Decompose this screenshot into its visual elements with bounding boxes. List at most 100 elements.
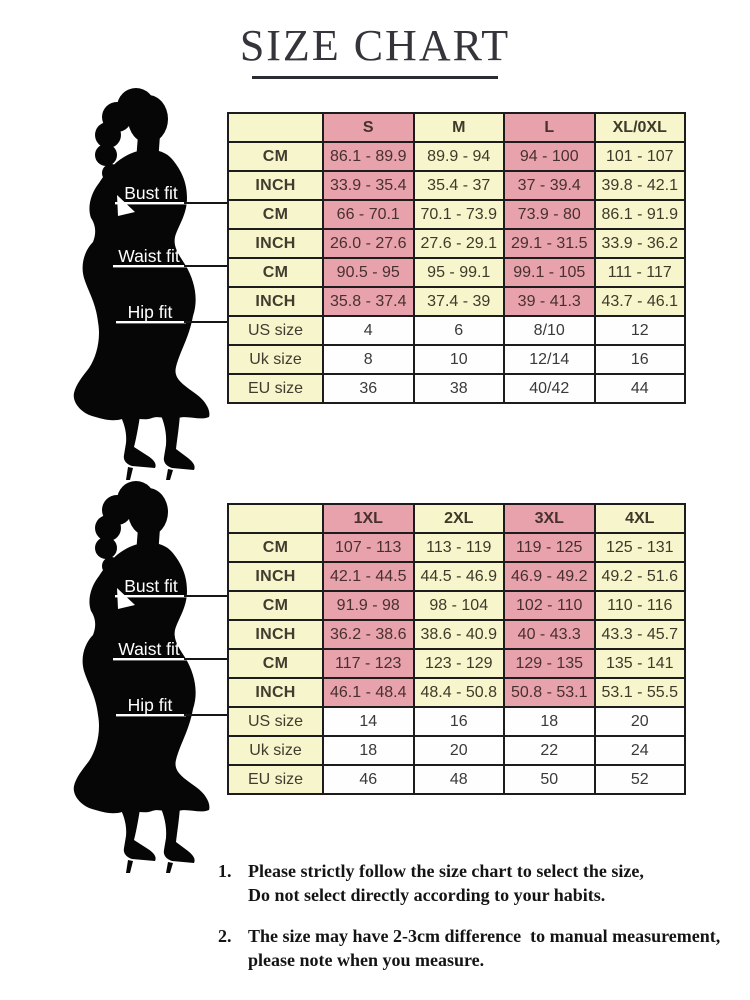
table-row: INCH 26.0 - 27.6 27.6 - 29.1 29.1 - 31.5 33.… <box>227 228 686 259</box>
size-value-cell: 44 <box>593 373 686 404</box>
size-value-cell: 37 - 39.4 <box>503 170 596 201</box>
size-value-cell: 39 - 41.3 <box>503 286 596 317</box>
size-value-cell: 113 - 119 <box>412 532 505 563</box>
size-value-cell: 46.1 - 48.4 <box>322 677 415 708</box>
waist-fit-pointer-line <box>184 658 230 660</box>
size-value-cell: 119 - 125 <box>503 532 596 563</box>
size-value-cell: 20 <box>593 706 686 737</box>
hip-fit-label: Hip fit <box>128 302 173 322</box>
size-value-cell: 27.6 - 29.1 <box>412 228 505 259</box>
row-label: Uk size <box>227 735 324 766</box>
table-row: US size 4 6 8/10 12 <box>227 315 686 346</box>
table-row: INCH 36.2 - 38.6 38.6 - 40.9 40 - 43.3 43.3 … <box>227 619 686 650</box>
size-value-cell: 52 <box>593 764 686 795</box>
size-value-cell: 102 - 110 <box>503 590 596 621</box>
table-row: INCH 42.1 - 44.5 44.5 - 46.9 46.9 - 49.2 49.… <box>227 561 686 592</box>
size-value-cell: 99.1 - 105 <box>503 257 596 288</box>
size-value-cell: 6 <box>412 315 505 346</box>
size-value-cell: 107 - 113 <box>322 532 415 563</box>
table-row: CM 90.5 - 95 95 - 99.1 99.1 - 105 111 - 117 <box>227 257 686 288</box>
row-label: CM <box>227 648 324 679</box>
title-block: SIZE CHART <box>0 20 750 79</box>
size-value-cell: 35.8 - 37.4 <box>322 286 415 317</box>
size-value-cell: 16 <box>593 344 686 375</box>
size-value-cell: 33.9 - 35.4 <box>322 170 415 201</box>
size-value-cell: 89.9 - 94 <box>412 141 505 172</box>
elbow-gap <box>117 195 135 216</box>
size-value-cell: 94 - 100 <box>503 141 596 172</box>
size-value-cell: 125 - 131 <box>593 532 686 563</box>
size-value-cell: 110 - 116 <box>593 590 686 621</box>
row-label: US size <box>227 706 324 737</box>
table-row: CM 86.1 - 89.9 89.9 - 94 94 - 100 101 - 107 <box>227 141 686 172</box>
size-value-cell: 123 - 129 <box>412 648 505 679</box>
bust-fit-pointer-line <box>184 202 230 204</box>
size-column-header: 4XL <box>593 503 686 534</box>
page-title: SIZE CHART <box>239 21 511 70</box>
size-value-cell: 50.8 - 53.1 <box>503 677 596 708</box>
size-value-cell: 86.1 - 91.9 <box>593 199 686 230</box>
size-value-cell: 40/42 <box>503 373 596 404</box>
waist-fit-underline <box>113 265 189 268</box>
table-row: INCH 33.9 - 35.4 35.4 - 37 37 - 39.4 39.8 - … <box>227 170 686 201</box>
row-label: US size <box>227 315 324 346</box>
row-label: CM <box>227 141 324 172</box>
table-row: CM 107 - 113 113 - 119 119 - 125 125 - 131 <box>227 532 686 563</box>
size-value-cell: 95 - 99.1 <box>412 257 505 288</box>
size-table-regular: S M L XL/0XL CM 86.1 - 89.9 89.9 - 94 94 - 100 1… <box>227 112 686 404</box>
size-value-cell: 29.1 - 31.5 <box>503 228 596 259</box>
size-value-cell: 24 <box>593 735 686 766</box>
size-value-cell: 12 <box>593 315 686 346</box>
size-value-cell: 43.7 - 46.1 <box>593 286 686 317</box>
size-value-cell: 18 <box>322 735 415 766</box>
size-value-cell: 38.6 - 40.9 <box>412 619 505 650</box>
size-column-header: 1XL <box>322 503 415 534</box>
size-value-cell: 111 - 117 <box>593 257 686 288</box>
size-value-cell: 43.3 - 45.7 <box>593 619 686 650</box>
bust-fit-pointer-line <box>184 595 230 597</box>
row-label: INCH <box>227 170 324 201</box>
size-value-cell: 46 <box>322 764 415 795</box>
table-row: EU size 36 38 40/42 44 <box>227 373 686 404</box>
size-value-cell: 129 - 135 <box>503 648 596 679</box>
size-column-header: M <box>412 112 505 143</box>
size-value-cell: 40 - 43.3 <box>503 619 596 650</box>
row-label: EU size <box>227 764 324 795</box>
waist-fit-label: Waist fit <box>118 246 180 266</box>
row-label: INCH <box>227 561 324 592</box>
row-label: CM <box>227 199 324 230</box>
size-value-cell: 36.2 - 38.6 <box>322 619 415 650</box>
table-row: US size 14 16 18 20 <box>227 706 686 737</box>
size-value-cell: 18 <box>503 706 596 737</box>
title-underline <box>252 76 498 79</box>
size-value-cell: 48.4 - 50.8 <box>412 677 505 708</box>
size-value-cell: 91.9 - 98 <box>322 590 415 621</box>
size-column-header: XL/0XL <box>593 112 686 143</box>
woman-figure-shape: Bust fit Waist fit Hip fit <box>73 88 210 480</box>
notes-block: 1. Please strictly follow the size chart… <box>218 860 742 990</box>
size-value-cell: 20 <box>412 735 505 766</box>
table-row: Uk size 8 10 12/14 16 <box>227 344 686 375</box>
size-table-plus: 1XL 2XL 3XL 4XL CM 107 - 113 113 - 119 119 - 12… <box>227 503 686 795</box>
size-value-cell: 42.1 - 44.5 <box>322 561 415 592</box>
row-label: Uk size <box>227 344 324 375</box>
size-value-cell: 44.5 - 46.9 <box>412 561 505 592</box>
note-number: 1. <box>218 861 232 881</box>
size-value-cell: 66 - 70.1 <box>322 199 415 230</box>
size-value-cell: 135 - 141 <box>593 648 686 679</box>
corner-cell <box>227 503 324 534</box>
size-value-cell: 53.1 - 55.5 <box>593 677 686 708</box>
hip-fit-pointer-line <box>184 714 230 716</box>
woman-silhouette-1: Bust fit Waist fit Hip fit <box>73 88 210 480</box>
size-value-cell: 37.4 - 39 <box>412 286 505 317</box>
woman-silhouette-2 <box>73 481 210 873</box>
corner-cell <box>227 112 324 143</box>
size-value-cell: 10 <box>412 344 505 375</box>
hip-fit-underline <box>116 321 186 324</box>
size-value-cell: 26.0 - 27.6 <box>322 228 415 259</box>
size-value-cell: 48 <box>412 764 505 795</box>
table-row: INCH 35.8 - 37.4 37.4 - 39 39 - 41.3 43.7 - … <box>227 286 686 317</box>
size-value-cell: 73.9 - 80 <box>503 199 596 230</box>
size-value-cell: 36 <box>322 373 415 404</box>
size-value-cell: 98 - 104 <box>412 590 505 621</box>
